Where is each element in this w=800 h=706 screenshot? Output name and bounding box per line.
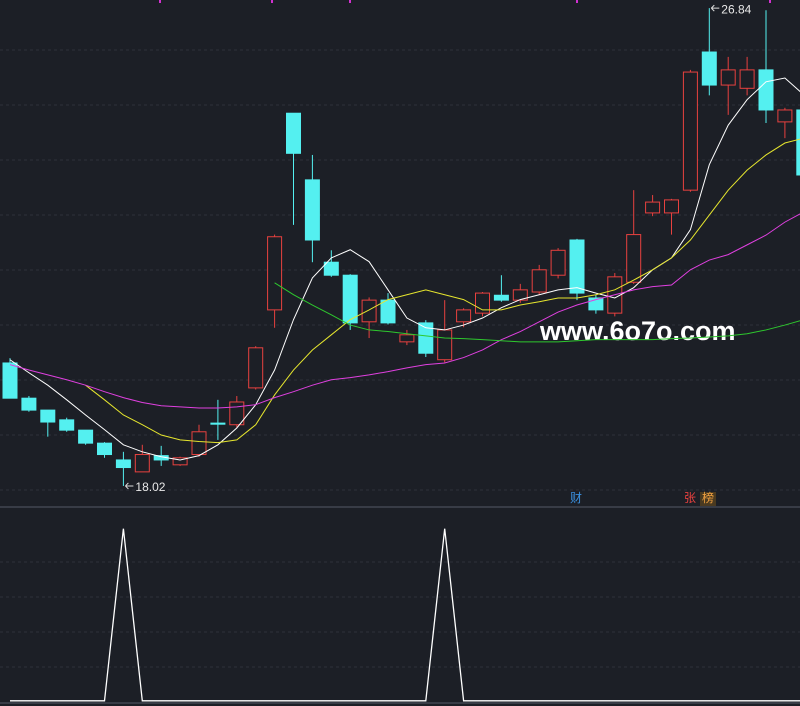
candle-body <box>739 69 755 89</box>
candle-body <box>21 397 37 411</box>
candle-body <box>267 236 283 311</box>
flag: 财 <box>570 491 582 505</box>
candle-body <box>682 71 698 191</box>
ma-line <box>85 138 800 444</box>
extreme-arrow <box>710 4 720 12</box>
candle-body <box>210 422 226 425</box>
candle-body <box>304 179 320 241</box>
candle-body <box>418 322 434 354</box>
candle-body <box>59 419 75 431</box>
candle-body <box>229 401 245 426</box>
candle-body <box>664 199 679 214</box>
candle-body <box>588 297 604 311</box>
extreme-arrow <box>125 482 134 490</box>
candle-body <box>437 329 453 361</box>
candle-body <box>796 109 800 176</box>
candle-body <box>286 112 301 154</box>
candle-body <box>645 201 661 214</box>
grid <box>0 49 800 704</box>
candle-body <box>626 234 642 283</box>
candle-body <box>758 69 774 111</box>
ma-line <box>9 77 800 461</box>
candle-body <box>550 249 566 276</box>
candle-body <box>361 299 377 323</box>
candle-body <box>531 269 547 293</box>
extreme-label: 26.84 <box>721 2 751 16</box>
candle-body <box>97 442 112 456</box>
candle-body <box>456 309 472 323</box>
candle-body <box>134 454 150 473</box>
candle-body <box>2 362 18 399</box>
top-ticks <box>159 0 771 3</box>
candle-body <box>115 459 131 469</box>
ma-line <box>274 282 800 343</box>
candle-body <box>172 457 188 466</box>
candle-body <box>323 261 339 276</box>
candle-body <box>248 347 264 389</box>
flag: 张 <box>684 491 696 505</box>
candle-body <box>720 69 736 86</box>
candle-body <box>191 431 207 456</box>
candle-body <box>399 334 415 343</box>
candle-body <box>777 109 793 123</box>
indicator-line <box>10 528 800 702</box>
ma-line <box>9 213 800 409</box>
flag: 榜 <box>702 490 714 505</box>
extreme-label: 18.02 <box>135 480 165 494</box>
candle-body <box>40 409 56 423</box>
flags: 财 张 榜 <box>570 490 716 506</box>
candle-body <box>342 274 358 324</box>
candle-body <box>569 239 585 294</box>
candle-body <box>78 429 94 444</box>
candle-body <box>493 294 509 301</box>
candle-body <box>380 299 396 324</box>
candle-body <box>701 51 717 86</box>
